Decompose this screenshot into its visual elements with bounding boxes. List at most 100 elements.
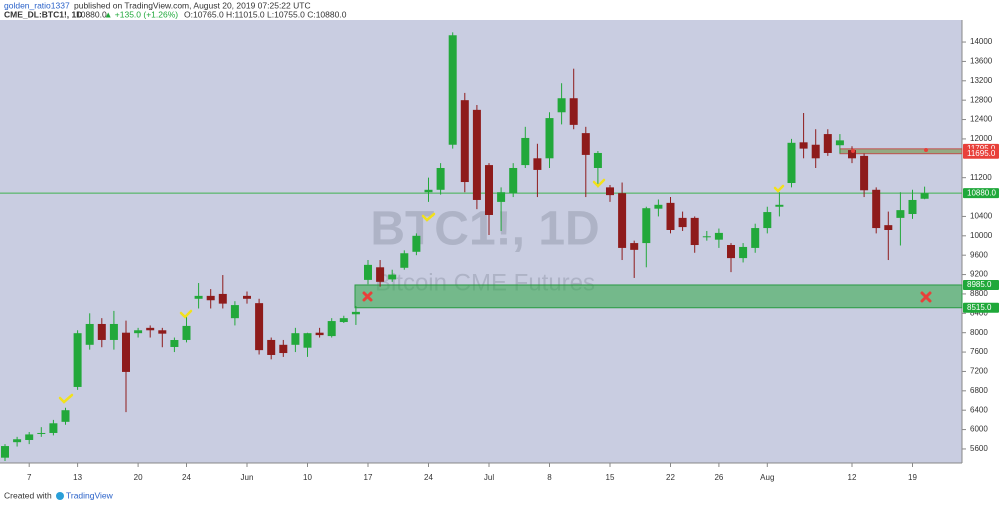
candle-body bbox=[485, 165, 493, 215]
candle-body bbox=[170, 340, 179, 347]
x-tick-label: 22 bbox=[666, 473, 675, 482]
x-tick-label: Aug bbox=[760, 473, 774, 482]
y-tick-label: 6400 bbox=[970, 405, 988, 414]
candle-body bbox=[751, 228, 760, 248]
price-label: 11695.0 bbox=[967, 149, 996, 158]
candle-body bbox=[581, 133, 590, 155]
candle-body bbox=[315, 332, 324, 336]
y-tick-label: 13200 bbox=[970, 76, 993, 85]
y-tick-label: 8000 bbox=[970, 328, 988, 337]
candle-body bbox=[714, 232, 723, 240]
check-mark bbox=[179, 309, 193, 319]
y-tick-label: 12800 bbox=[970, 95, 993, 104]
candle-body bbox=[848, 150, 856, 159]
candle-body bbox=[412, 235, 421, 252]
change: ▲ +135.0 (+1.26%) bbox=[104, 9, 178, 19]
candle-body bbox=[13, 439, 22, 443]
x-tick-label: 8 bbox=[547, 473, 552, 482]
candle-body bbox=[206, 295, 215, 301]
y-tick-label: 12000 bbox=[970, 134, 993, 143]
candle-body bbox=[400, 253, 409, 268]
price-label-bg bbox=[963, 148, 999, 159]
price-label-bg bbox=[963, 188, 999, 199]
dot bbox=[851, 149, 855, 153]
candle-body bbox=[351, 311, 360, 315]
candle-body bbox=[593, 152, 602, 168]
y-tick-label: 9600 bbox=[970, 250, 988, 259]
x-tick-label: 24 bbox=[424, 473, 433, 482]
plot-bg bbox=[0, 20, 962, 463]
candle-body bbox=[218, 293, 227, 304]
price-label: 11795.0 bbox=[967, 144, 996, 153]
x-tick-label: 15 bbox=[606, 473, 615, 482]
x-tick-label: 13 bbox=[73, 473, 82, 482]
candle-body bbox=[279, 344, 288, 354]
check-mark bbox=[773, 184, 785, 193]
candle-body bbox=[49, 423, 58, 433]
candle-body bbox=[533, 158, 542, 170]
price-label: 10880.0 bbox=[967, 188, 996, 197]
candle-body bbox=[364, 264, 372, 280]
candle-body bbox=[763, 212, 772, 229]
x-tick-label: Jun bbox=[241, 473, 254, 482]
footer-brand[interactable]: TradingView bbox=[66, 490, 114, 500]
y-tick-label: 7200 bbox=[970, 367, 988, 376]
candle-body bbox=[557, 98, 566, 113]
candle-body bbox=[678, 217, 687, 228]
y-tick-label: 7600 bbox=[970, 347, 988, 356]
candle-body bbox=[243, 295, 251, 299]
candle-body bbox=[194, 295, 203, 299]
candle-body bbox=[799, 142, 808, 149]
y-tick-label: 6000 bbox=[970, 425, 988, 434]
candle-body bbox=[666, 202, 675, 230]
ohlc: O:10765.0 H:11015.0 L:10755.0 C:10880.0 bbox=[184, 9, 347, 19]
check-mark bbox=[58, 393, 74, 404]
candle-body bbox=[230, 305, 239, 319]
y-tick-label: 6800 bbox=[970, 386, 988, 395]
candle-body bbox=[73, 333, 82, 387]
author[interactable]: golden_ratio1337 bbox=[4, 0, 70, 10]
brand-icon bbox=[56, 492, 64, 500]
y-tick-label: 11200 bbox=[970, 173, 992, 182]
candle-body bbox=[823, 134, 832, 153]
check-mark bbox=[592, 178, 606, 188]
candle-body bbox=[896, 210, 905, 218]
candle-body bbox=[182, 325, 191, 340]
candle-body bbox=[727, 245, 735, 259]
annotations bbox=[58, 148, 932, 404]
candle-body bbox=[654, 204, 663, 209]
x-mark bbox=[920, 291, 932, 303]
candle-body bbox=[388, 274, 397, 280]
price-label: 8515.0 bbox=[967, 303, 992, 312]
candle-body bbox=[509, 167, 518, 194]
x-tick-label: 17 bbox=[364, 473, 373, 482]
candle-body bbox=[122, 332, 130, 372]
y-tick-label: 14000 bbox=[970, 37, 993, 46]
candle-body bbox=[134, 330, 143, 334]
candle-body bbox=[569, 98, 578, 125]
candle-body bbox=[327, 321, 336, 337]
candle-body bbox=[109, 323, 118, 340]
x-mark bbox=[362, 291, 373, 302]
candle-body bbox=[497, 192, 506, 202]
candle-body bbox=[448, 35, 457, 145]
candle-body bbox=[787, 142, 796, 184]
candle-body bbox=[472, 109, 481, 200]
candle-body bbox=[339, 318, 348, 323]
y-tick-label: 10000 bbox=[970, 231, 993, 240]
x-tick-label: 10 bbox=[303, 473, 312, 482]
candle-body bbox=[303, 333, 312, 348]
candle-body bbox=[1, 446, 9, 458]
candle-body bbox=[860, 155, 869, 191]
dot bbox=[924, 148, 928, 152]
candle-body bbox=[267, 339, 276, 355]
candle-body bbox=[811, 144, 820, 159]
candle-body bbox=[460, 100, 469, 183]
symbol: CME_DL:BTC1!, 1D bbox=[4, 9, 82, 19]
footer-created: Created with bbox=[4, 490, 52, 500]
candle-body bbox=[291, 333, 300, 345]
candle-body bbox=[146, 327, 155, 331]
published: published on TradingView.com, August 20,… bbox=[74, 0, 311, 10]
